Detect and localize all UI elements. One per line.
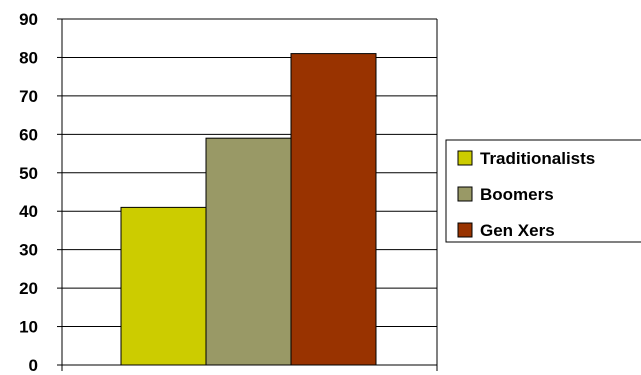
y-tick-label: 10	[19, 318, 38, 337]
y-tick-label: 40	[19, 202, 38, 221]
y-tick-label: 80	[19, 48, 38, 67]
y-tick-label: 70	[19, 87, 38, 106]
y-tick-label: 50	[19, 164, 38, 183]
legend-label: Traditionalists	[480, 149, 595, 168]
legend-swatch	[457, 222, 473, 238]
bar-traditionalists	[120, 206, 207, 366]
axes	[61, 18, 438, 371]
legend-label: Gen Xers	[480, 221, 555, 240]
bar-gen-xers	[290, 53, 377, 366]
legend-swatch	[457, 150, 473, 166]
y-tick-label: 30	[19, 241, 38, 260]
y-tick-label: 90	[19, 10, 38, 29]
legend-box	[445, 139, 641, 243]
y-tick-label: 0	[29, 356, 38, 375]
y-tick-label: 20	[19, 279, 38, 298]
legend-label: Boomers	[480, 185, 554, 204]
y-axis-tick-labels: 0 10 20 30 40 50 60 70 80 90	[19, 10, 38, 375]
bars	[120, 53, 377, 366]
legend: Traditionalists Boomers Gen Xers	[445, 139, 641, 243]
y-tick-label: 60	[19, 125, 38, 144]
bar-boomers	[205, 137, 292, 366]
legend-swatch	[457, 186, 473, 202]
